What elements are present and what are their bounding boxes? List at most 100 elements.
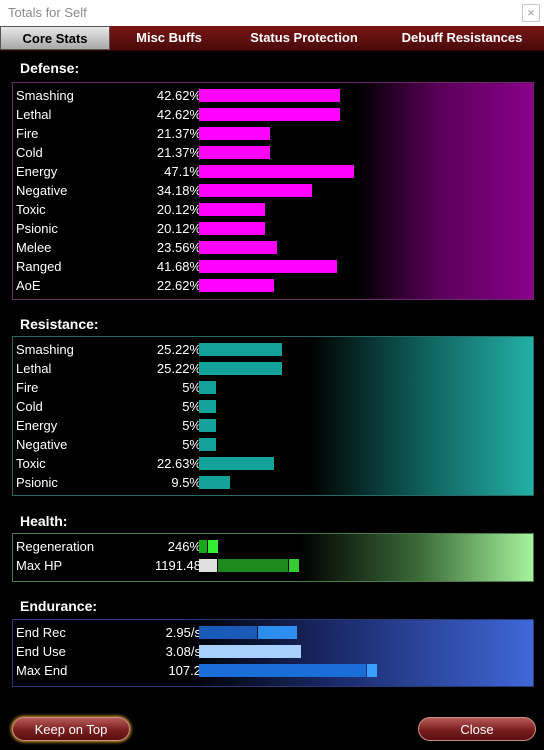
- stat-label: Regeneration: [16, 539, 95, 554]
- stat-value: 47.1%: [164, 164, 201, 179]
- resistance-row-toxic: Toxic 22.63%: [13, 454, 533, 473]
- stat-label: Cold: [16, 145, 43, 160]
- stat-label: Psionic: [16, 475, 58, 490]
- stat-label: Fire: [16, 380, 39, 395]
- resistance-bar: [199, 419, 216, 432]
- stat-label: Smashing: [16, 88, 74, 103]
- maxhp-bar-bonus: [218, 559, 288, 572]
- stat-value: 5%: [182, 380, 201, 395]
- defense-panel: Smashing 42.62% Lethal 42.62% Fire 21.37% Cold…: [12, 82, 534, 300]
- resistance-bar: [199, 362, 283, 375]
- stat-value: 20.12%: [156, 202, 201, 217]
- resistance-bar: [199, 343, 283, 356]
- stat-value: 25.22%: [156, 361, 201, 376]
- stat-label: Energy: [16, 164, 58, 179]
- stat-value: 9.5%: [171, 475, 201, 490]
- maxend-bar-bonus: [367, 664, 377, 677]
- stat-row-max-hp: Max HP 1191.48: [13, 556, 533, 575]
- defense-title: Defense:: [20, 60, 80, 76]
- stat-value: 23.56%: [156, 240, 201, 255]
- endurance-panel: End Rec 2.95/s End Use 3.08/s Max End 10…: [12, 619, 534, 687]
- stat-label: Lethal: [16, 107, 52, 122]
- stat-row-max-end: Max End 107.2: [13, 661, 533, 680]
- stat-row-regeneration: Regeneration 246%: [13, 537, 533, 556]
- defense-row-aoe: AoE 22.62%: [13, 276, 533, 295]
- defense-row-psionic: Psionic 20.12%: [13, 219, 533, 238]
- stat-value: 2.95/s: [165, 625, 201, 640]
- stat-value: 22.63%: [156, 456, 201, 471]
- stat-label: End Rec: [16, 625, 66, 640]
- defense-bar: [199, 279, 274, 292]
- stat-label: Max End: [16, 663, 68, 678]
- defense-row-smashing: Smashing 42.62%: [13, 86, 533, 105]
- stat-label: Fire: [16, 126, 39, 141]
- stat-label: Negative: [16, 437, 68, 452]
- defense-bar: [199, 165, 355, 178]
- health-panel: Regeneration 246% Max HP 1191.48: [12, 533, 534, 582]
- resistance-bar: [199, 381, 216, 394]
- defense-bar: [199, 184, 312, 197]
- defense-row-cold: Cold 21.37%: [13, 143, 533, 162]
- stat-label: Cold: [16, 399, 43, 414]
- stat-label: Toxic: [16, 456, 46, 471]
- health-title: Health:: [20, 513, 68, 529]
- defense-bar: [199, 146, 270, 159]
- stat-value: 22.62%: [156, 278, 201, 293]
- keep-on-top-button[interactable]: Keep on Top: [12, 717, 130, 741]
- resistance-bar: [199, 400, 216, 413]
- tab-misc-buffs[interactable]: Misc Buffs: [136, 30, 202, 45]
- defense-bar: [199, 260, 337, 273]
- stat-value: 5%: [182, 399, 201, 414]
- maxhp-bar-cap: [289, 559, 299, 572]
- defense-row-toxic: Toxic 20.12%: [13, 200, 533, 219]
- regen-bar-base: [199, 540, 207, 553]
- defense-row-energy: Energy 47.1%: [13, 162, 533, 181]
- defense-bar: [199, 203, 266, 216]
- tab-core-stats[interactable]: Core Stats: [0, 26, 110, 50]
- stat-label: Negative: [16, 183, 68, 198]
- stat-value: 25.22%: [156, 342, 201, 357]
- window-title: Totals for Self: [8, 5, 87, 20]
- resistance-row-cold: Cold 5%: [13, 397, 533, 416]
- tab-status-protection[interactable]: Status Protection: [250, 30, 358, 45]
- stat-value: 246%: [167, 539, 201, 554]
- resistance-row-psionic: Psionic 9.5%: [13, 473, 533, 492]
- stat-label: Toxic: [16, 202, 46, 217]
- endrec-bar-base: [199, 626, 257, 639]
- stat-row-end-rec: End Rec 2.95/s: [13, 623, 533, 642]
- close-button[interactable]: Close: [418, 717, 536, 741]
- resistance-bar: [199, 438, 216, 451]
- resistance-bar: [199, 476, 231, 489]
- resistance-row-negative: Negative 5%: [13, 435, 533, 454]
- stat-label: Lethal: [16, 361, 52, 376]
- defense-row-melee: Melee 23.56%: [13, 238, 533, 257]
- close-icon[interactable]: ×: [522, 4, 540, 22]
- resistance-title: Resistance:: [20, 316, 99, 332]
- defense-row-negative: Negative 34.18%: [13, 181, 533, 200]
- stat-value: 42.62%: [156, 88, 201, 103]
- stat-label: Max HP: [16, 558, 63, 573]
- defense-row-ranged: Ranged 41.68%: [13, 257, 533, 276]
- stat-value: 107.2: [168, 663, 201, 678]
- defense-bar: [199, 89, 340, 102]
- stat-row-end-use: End Use 3.08/s: [13, 642, 533, 661]
- resistance-bar: [199, 457, 274, 470]
- stat-label: AoE: [16, 278, 41, 293]
- stat-label: Smashing: [16, 342, 74, 357]
- enduse-bar: [199, 645, 301, 658]
- stat-label: Psionic: [16, 221, 58, 236]
- stat-value: 1191.48: [154, 558, 201, 573]
- stat-label: Ranged: [16, 259, 62, 274]
- defense-bar: [199, 108, 340, 121]
- title-bar: Totals for Self ×: [0, 0, 544, 26]
- regen-bar-bonus: [208, 540, 218, 553]
- defense-bar: [199, 222, 266, 235]
- stat-value: 41.68%: [156, 259, 201, 274]
- stat-value: 21.37%: [156, 145, 201, 160]
- stat-value: 5%: [182, 437, 201, 452]
- tab-debuff-resistances[interactable]: Debuff Resistances: [401, 30, 523, 45]
- stat-label: End Use: [16, 644, 66, 659]
- resistance-row-fire: Fire 5%: [13, 378, 533, 397]
- endurance-title: Endurance:: [20, 598, 98, 614]
- stat-value: 3.08/s: [165, 644, 201, 659]
